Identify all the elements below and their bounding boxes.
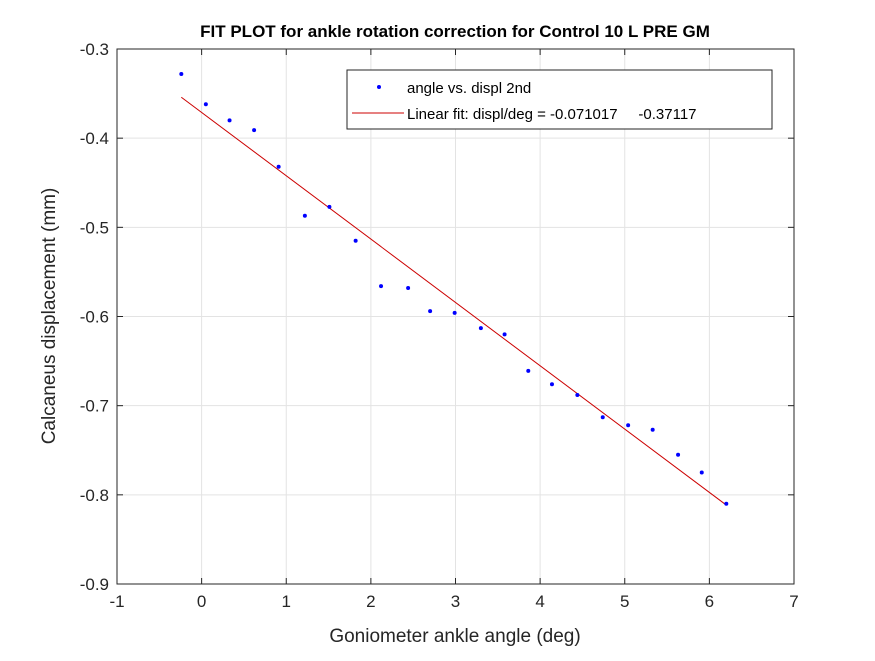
data-point <box>428 309 433 314</box>
x-tick-label: 3 <box>451 592 460 611</box>
data-point <box>203 102 208 107</box>
data-point <box>327 204 332 209</box>
x-tick-label: 6 <box>705 592 714 611</box>
x-tick-labels: -1 0 1 2 3 4 5 6 7 <box>109 592 798 611</box>
y-tick-label: -0.3 <box>80 40 109 59</box>
data-point <box>227 118 232 123</box>
y-tick-label: -0.9 <box>80 575 109 594</box>
fit-line-layer <box>181 96 727 506</box>
data-point <box>353 238 358 243</box>
data-point <box>600 415 605 420</box>
chart-title: FIT PLOT for ankle rotation correction f… <box>200 22 710 41</box>
legend: angle vs. displ 2nd Linear fit: displ/de… <box>346 69 773 130</box>
data-point <box>452 310 457 315</box>
data-point <box>650 427 655 432</box>
y-tick-label: -0.8 <box>80 486 109 505</box>
x-tick-label: 0 <box>197 592 206 611</box>
x-tick-label: 2 <box>366 592 375 611</box>
x-axis-label: Goniometer ankle angle (deg) <box>329 626 580 647</box>
y-tick-label: -0.4 <box>80 129 109 148</box>
data-point <box>502 332 507 337</box>
y-tick-label: -0.5 <box>80 218 109 237</box>
y-tick-labels: -0.9 -0.8 -0.7 -0.6 -0.5 -0.4 -0.3 <box>80 40 109 594</box>
legend-label-fit: Linear fit: displ/deg = -0.071017 -0.371… <box>407 106 697 123</box>
data-point <box>478 326 483 331</box>
data-point <box>276 164 281 169</box>
data-point <box>406 285 411 290</box>
data-point <box>252 128 257 133</box>
x-tick-label: -1 <box>109 592 124 611</box>
data-point <box>549 382 554 387</box>
y-tick-label: -0.6 <box>80 308 109 327</box>
data-point <box>379 284 384 289</box>
x-tick-label: 7 <box>789 592 798 611</box>
data-point <box>526 368 531 373</box>
x-tick-label: 5 <box>620 592 629 611</box>
legend-label-points: angle vs. displ 2nd <box>407 80 531 97</box>
legend-box <box>346 69 773 130</box>
data-point <box>626 423 631 428</box>
data-point <box>676 452 681 457</box>
legend-marker-points <box>377 85 381 89</box>
data-points <box>179 71 729 506</box>
fit-line <box>181 96 727 506</box>
y-axis-label: Calcaneus displacement (mm) <box>39 188 60 445</box>
data-point <box>724 501 729 506</box>
data-point <box>699 470 704 475</box>
x-tick-label: 4 <box>535 592 544 611</box>
data-point <box>575 392 580 397</box>
x-tick-label: 1 <box>282 592 291 611</box>
y-tick-label: -0.7 <box>80 397 109 416</box>
data-point <box>179 71 184 76</box>
data-point <box>302 213 307 218</box>
axes-box <box>116 48 795 585</box>
